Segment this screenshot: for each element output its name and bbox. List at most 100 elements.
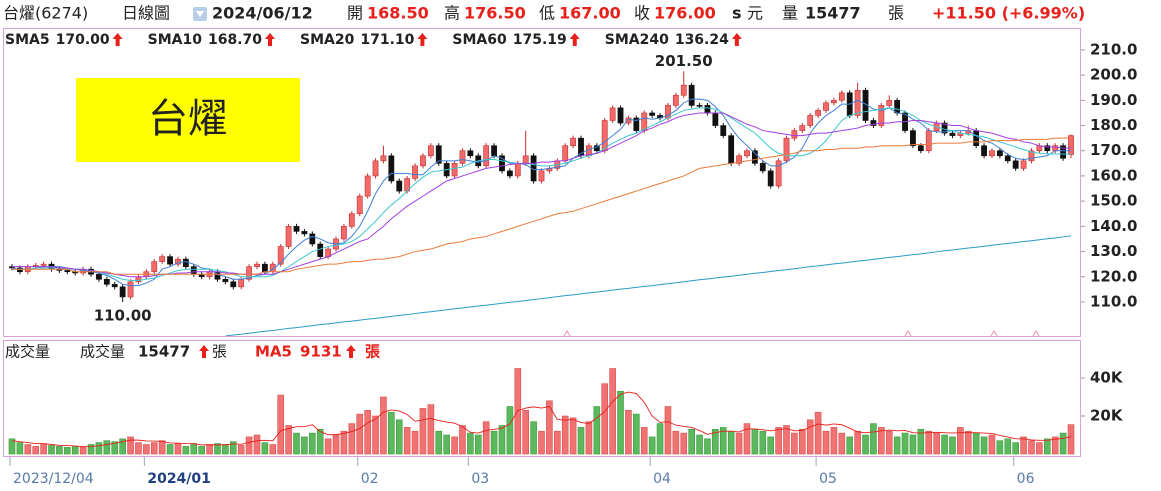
volume-bar bbox=[32, 446, 40, 455]
x-tick-label: 02 bbox=[361, 471, 379, 487]
volume-bar bbox=[64, 447, 71, 455]
volume-bar bbox=[411, 430, 419, 455]
candle-body bbox=[293, 226, 300, 232]
candle-body bbox=[1012, 160, 1019, 169]
volume-bar bbox=[885, 430, 893, 455]
candle-body bbox=[111, 284, 118, 288]
volume-bar bbox=[949, 436, 956, 455]
volume-bar bbox=[554, 430, 561, 455]
candle-body bbox=[617, 107, 624, 124]
volume-bar bbox=[261, 442, 269, 455]
candle-body bbox=[1068, 135, 1074, 155]
candle-body bbox=[949, 132, 956, 136]
volume-bars bbox=[8, 368, 1075, 455]
volume-label: 量 bbox=[782, 4, 798, 23]
volume-bar bbox=[625, 409, 632, 455]
candle-body bbox=[190, 266, 197, 275]
candle-body bbox=[917, 145, 924, 152]
candle-body bbox=[459, 150, 466, 164]
volume-bar bbox=[601, 383, 609, 455]
y-tick-label: 40K bbox=[1090, 369, 1124, 387]
period[interactable]: 日線圖 bbox=[122, 4, 170, 23]
candle-body bbox=[878, 105, 885, 126]
volume-bar bbox=[309, 432, 316, 455]
volume-bar bbox=[822, 430, 830, 455]
volume-bar bbox=[972, 432, 980, 455]
legend-value: 168.70 bbox=[208, 32, 262, 48]
candle-body bbox=[159, 256, 166, 262]
volume-bar bbox=[696, 434, 703, 455]
candle-body bbox=[1004, 155, 1011, 162]
candle-body bbox=[17, 267, 23, 273]
title: 台燿 bbox=[148, 96, 228, 142]
legend-name: SMA240 bbox=[605, 32, 669, 48]
candle-body bbox=[127, 281, 134, 298]
candle-body bbox=[680, 84, 687, 96]
volume-legend-label: 成交量 bbox=[80, 343, 125, 361]
candle-body bbox=[570, 137, 577, 147]
volume-bar bbox=[277, 394, 285, 455]
date: 2024/06/12 bbox=[212, 4, 313, 23]
up-arrow bbox=[112, 33, 123, 46]
volume-unit: 張 bbox=[888, 4, 904, 23]
candle-body bbox=[625, 117, 632, 124]
candle-body bbox=[364, 175, 371, 197]
up-arrow bbox=[417, 33, 428, 46]
candle-body bbox=[514, 163, 521, 177]
candle-body bbox=[483, 145, 490, 167]
legend-value: 170.00 bbox=[56, 32, 110, 48]
candle-body bbox=[1020, 160, 1027, 169]
volume-bar bbox=[648, 436, 656, 455]
candle-body bbox=[838, 92, 845, 101]
volume-bar bbox=[190, 443, 198, 455]
candle-body bbox=[167, 256, 173, 265]
volume-bar bbox=[435, 430, 443, 455]
candle-body bbox=[996, 150, 1003, 157]
ma-line bbox=[12, 107, 1071, 282]
candle-body bbox=[356, 195, 363, 215]
volume-bar bbox=[846, 436, 854, 455]
candle-body bbox=[467, 150, 474, 157]
candle-body bbox=[633, 117, 640, 131]
low-label: 110.00 bbox=[94, 306, 152, 324]
volume-bar bbox=[988, 434, 996, 455]
legend-name: SMA10 bbox=[148, 32, 203, 48]
low-value: 167.00 bbox=[559, 4, 621, 23]
candle-body bbox=[103, 278, 110, 285]
legend-value: 171.10 bbox=[360, 32, 414, 48]
volume-bar bbox=[103, 440, 111, 455]
candle-body bbox=[1028, 150, 1035, 162]
y-tick-label: 190.0 bbox=[1090, 91, 1137, 109]
candle-body bbox=[894, 100, 901, 114]
volume-bar bbox=[111, 441, 119, 455]
volume-bar bbox=[798, 428, 806, 455]
volume-bar bbox=[372, 415, 379, 455]
volume-bar bbox=[893, 436, 901, 455]
legend-name: SMA20 bbox=[300, 32, 355, 48]
candle-body bbox=[64, 270, 71, 273]
candle-body bbox=[506, 170, 513, 177]
volume-bar bbox=[356, 413, 364, 455]
candle-body bbox=[649, 112, 656, 116]
volume-bar bbox=[1043, 438, 1051, 455]
signal-markers bbox=[563, 330, 1040, 337]
price-panel bbox=[3, 28, 1081, 337]
candle-body bbox=[175, 258, 181, 265]
volume-bar bbox=[237, 445, 245, 455]
volume-bar bbox=[253, 434, 261, 455]
volume-bar bbox=[743, 423, 751, 455]
y-tick-label: 140.0 bbox=[1090, 217, 1137, 235]
ma5-unit: 張 bbox=[365, 343, 381, 361]
volume-bar bbox=[8, 438, 16, 455]
volume-bar bbox=[727, 430, 735, 455]
volume-title: 成交量 bbox=[5, 343, 50, 361]
x-tick-label: 03 bbox=[471, 471, 489, 487]
volume-bar bbox=[767, 436, 774, 455]
volume-bar bbox=[150, 442, 158, 455]
candle-body bbox=[601, 120, 608, 152]
candle-body bbox=[246, 266, 252, 280]
candle-body bbox=[704, 105, 711, 114]
volume-bar bbox=[403, 427, 411, 455]
volume-bar bbox=[1059, 432, 1067, 455]
volume-bar bbox=[490, 430, 498, 455]
